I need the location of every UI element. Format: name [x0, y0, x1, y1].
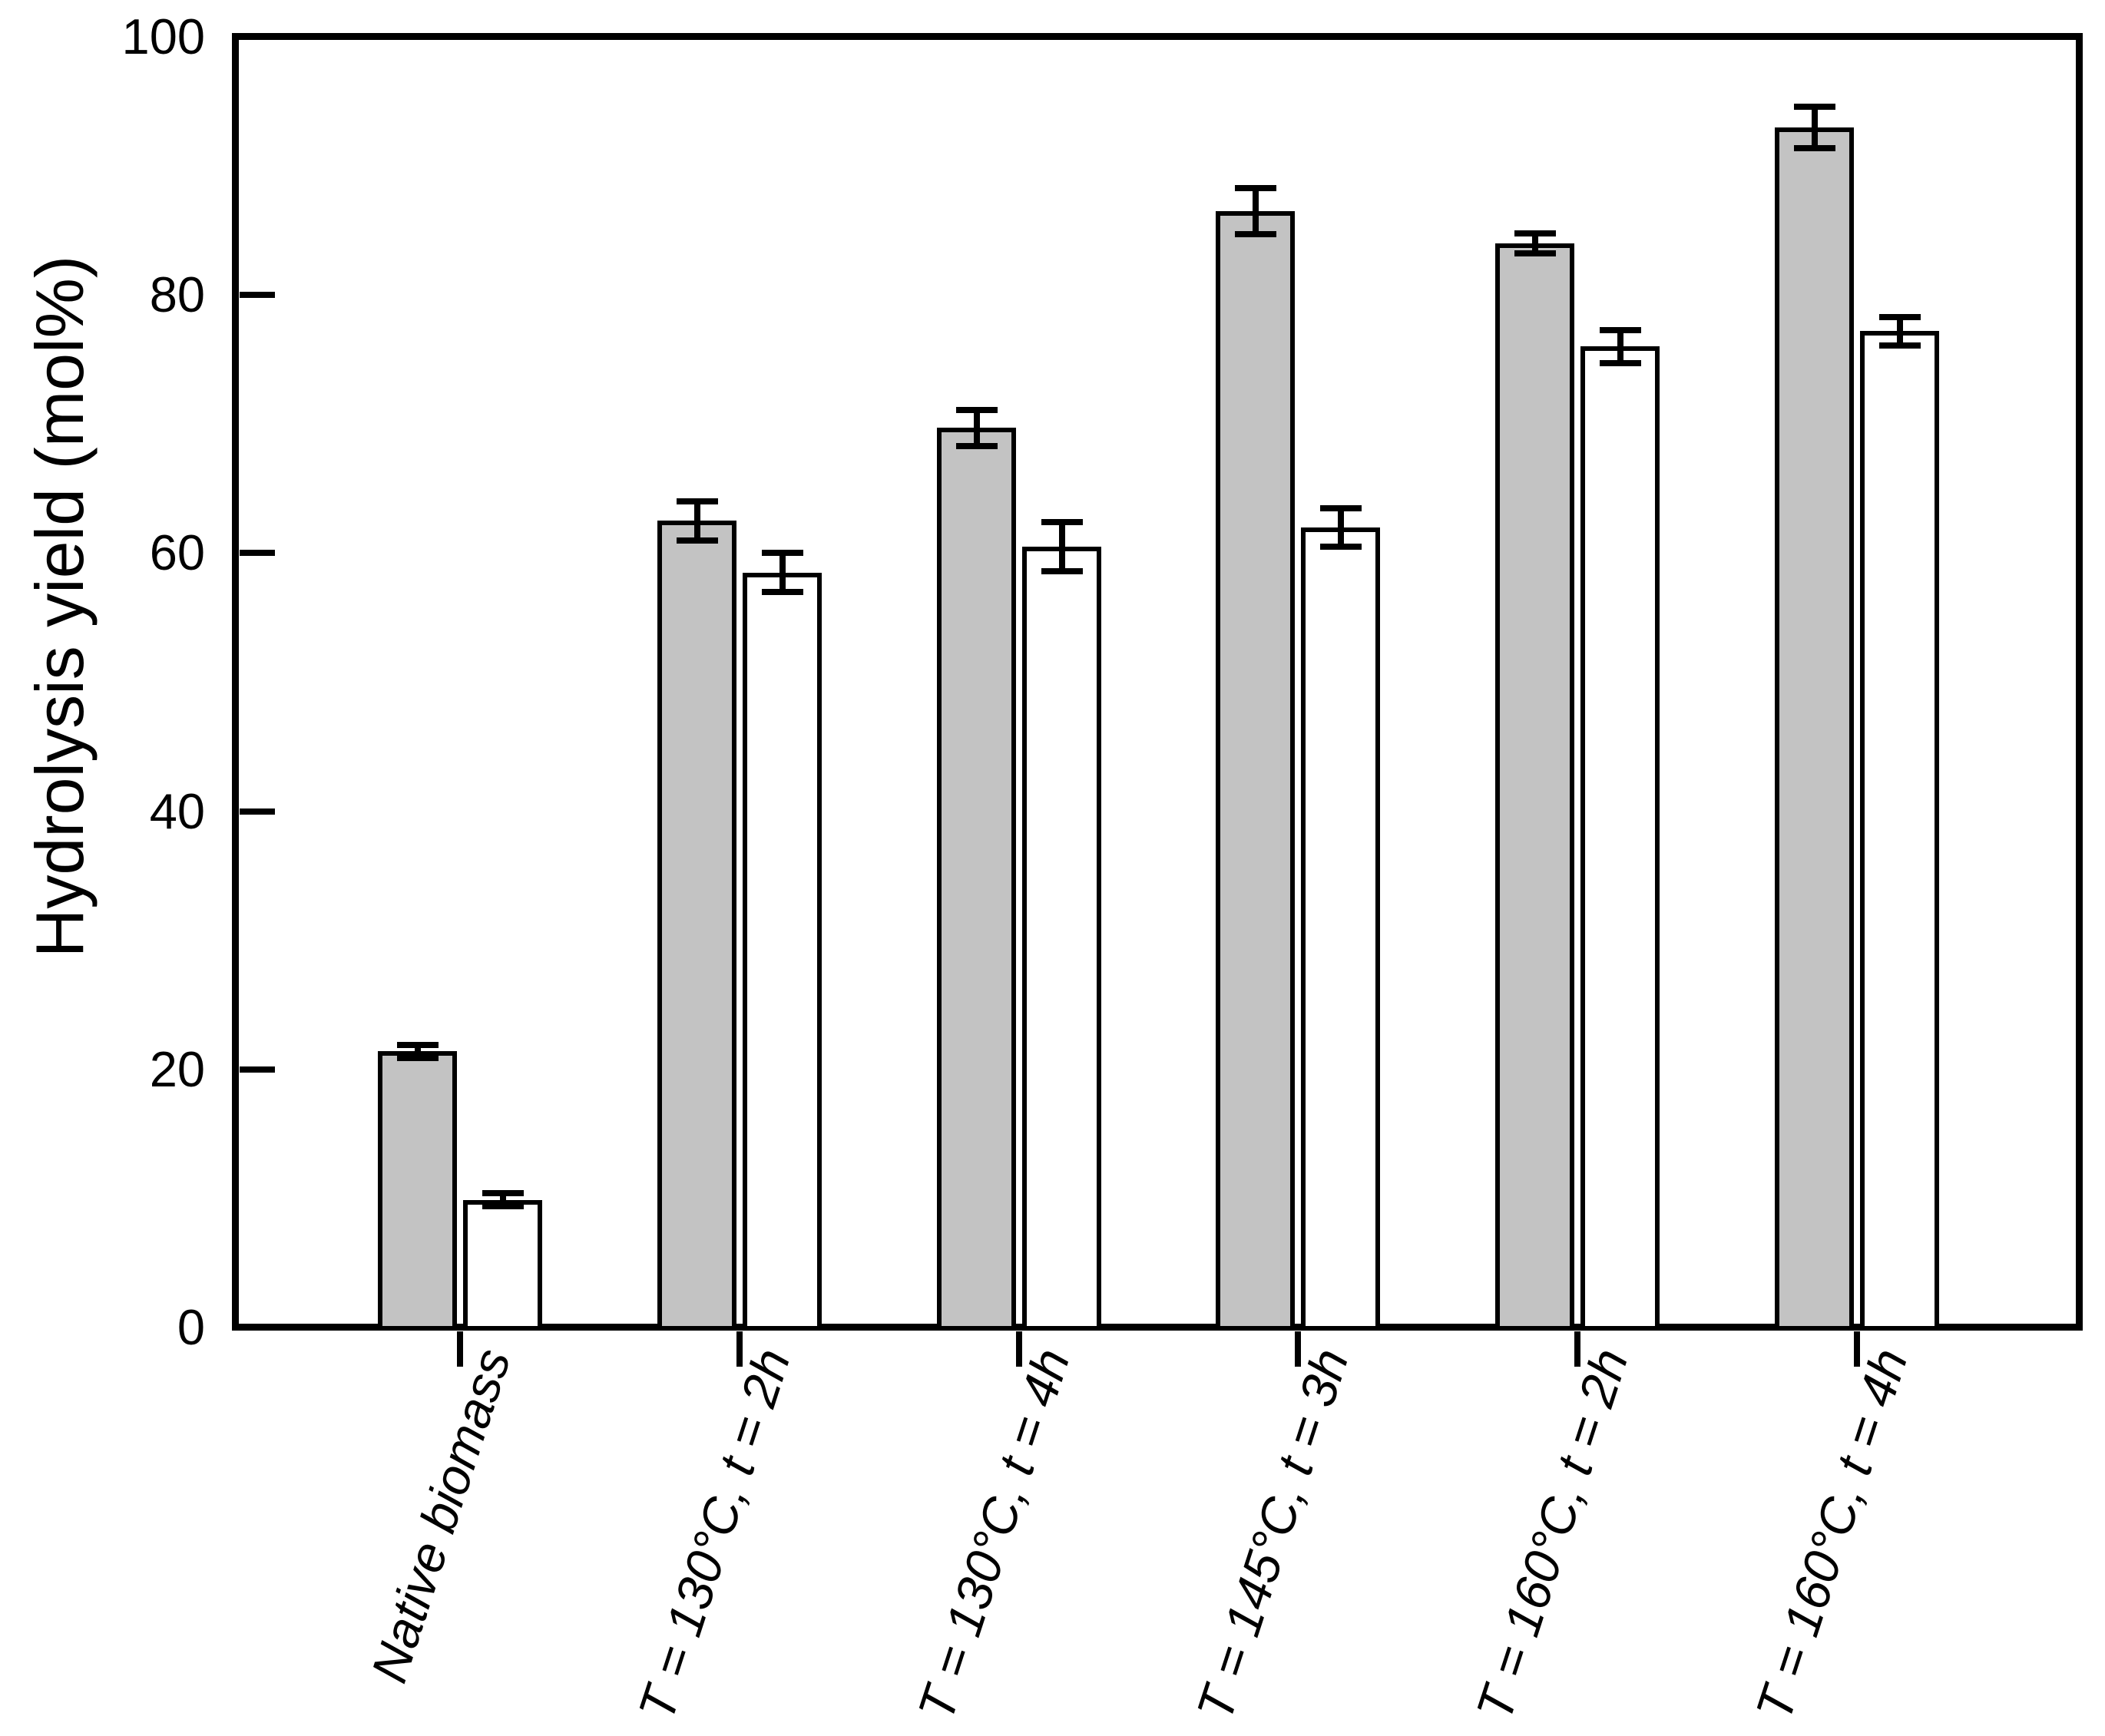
x-tick-4 [1574, 1331, 1580, 1367]
bar-gray-4 [1495, 243, 1574, 1331]
bar-gray-5 [1775, 127, 1854, 1331]
x-tick-label-5: T = 160°C, t = 4h [1744, 1341, 1918, 1728]
x-tick-label-1: T = 130°C, t = 2h [627, 1341, 801, 1728]
error-line-gray-3 [1252, 187, 1259, 235]
error-cap-top-gray-1 [676, 498, 718, 505]
error-cap-top-white-4 [1599, 326, 1641, 333]
y-tick-label-20: 20 [149, 1040, 205, 1097]
x-tick-label-4: T = 160°C, t = 2h [1465, 1341, 1639, 1728]
plot-area [232, 33, 2083, 1331]
error-cap-top-gray-4 [1514, 230, 1556, 236]
y-tick-80 [239, 292, 275, 299]
x-tick-label-3: T = 145°C, t = 3h [1185, 1341, 1359, 1728]
y-tick-label-0: 0 [177, 1299, 205, 1355]
y-tick-60 [239, 550, 275, 557]
bar-gray-1 [657, 521, 736, 1331]
x-tick-5 [1854, 1331, 1860, 1367]
error-cap-top-white-5 [1878, 313, 1921, 320]
error-cap-bottom-gray-1 [676, 537, 718, 544]
error-line-white-4 [1617, 329, 1623, 364]
bar-white-0 [463, 1199, 542, 1331]
error-cap-top-gray-3 [1234, 184, 1276, 191]
error-cap-top-gray-0 [396, 1041, 439, 1048]
bar-white-3 [1301, 527, 1380, 1331]
error-line-gray-0 [414, 1044, 421, 1058]
error-line-white-2 [1058, 522, 1065, 571]
error-line-gray-5 [1811, 106, 1818, 148]
error-line-white-0 [499, 1193, 506, 1206]
x-tick-label-2: T = 130°C, t = 4h [906, 1341, 1081, 1728]
error-cap-top-gray-2 [955, 406, 998, 413]
y-tick-label-40: 40 [149, 782, 205, 839]
bar-white-1 [743, 572, 822, 1331]
error-line-gray-4 [1531, 233, 1538, 254]
error-line-white-3 [1337, 508, 1344, 547]
error-cap-bottom-gray-3 [1234, 231, 1276, 238]
error-cap-top-white-1 [761, 550, 803, 557]
bar-gray-3 [1216, 210, 1295, 1331]
y-tick-20 [239, 1066, 275, 1073]
x-tick-1 [736, 1331, 743, 1367]
error-cap-bottom-gray-0 [396, 1054, 439, 1061]
bar-white-5 [1860, 331, 1939, 1331]
error-cap-bottom-white-2 [1041, 567, 1083, 574]
error-line-gray-2 [973, 409, 980, 446]
bar-white-4 [1580, 346, 1660, 1331]
y-tick-label-60: 60 [149, 524, 205, 581]
x-tick-3 [1295, 1331, 1301, 1367]
error-cap-bottom-gray-4 [1514, 250, 1556, 257]
x-tick-2 [1016, 1331, 1022, 1367]
x-tick-label-0: Native biomass [359, 1341, 521, 1689]
error-cap-bottom-white-0 [482, 1202, 524, 1209]
error-cap-top-white-2 [1041, 519, 1083, 526]
y-tick-label-100: 100 [121, 8, 205, 64]
error-cap-bottom-white-4 [1599, 360, 1641, 367]
error-cap-bottom-gray-5 [1793, 144, 1835, 151]
error-cap-top-white-0 [482, 1190, 524, 1197]
error-cap-top-white-3 [1319, 504, 1362, 511]
error-line-white-1 [779, 553, 786, 592]
y-tick-40 [239, 808, 275, 815]
error-cap-bottom-white-5 [1878, 342, 1921, 349]
bar-white-2 [1022, 546, 1101, 1331]
error-line-gray-1 [693, 501, 700, 541]
error-cap-top-gray-5 [1793, 103, 1835, 110]
y-axis-title: Hydrolysis yield (mol%) [22, 255, 98, 958]
error-cap-bottom-gray-2 [955, 442, 998, 449]
bar-gray-0 [378, 1051, 457, 1331]
x-tick-0 [457, 1331, 463, 1367]
bar-gray-2 [937, 428, 1016, 1331]
error-cap-bottom-white-3 [1319, 543, 1362, 550]
y-tick-label-80: 80 [149, 266, 205, 323]
error-cap-bottom-white-1 [761, 588, 803, 595]
error-line-white-5 [1896, 316, 1903, 346]
